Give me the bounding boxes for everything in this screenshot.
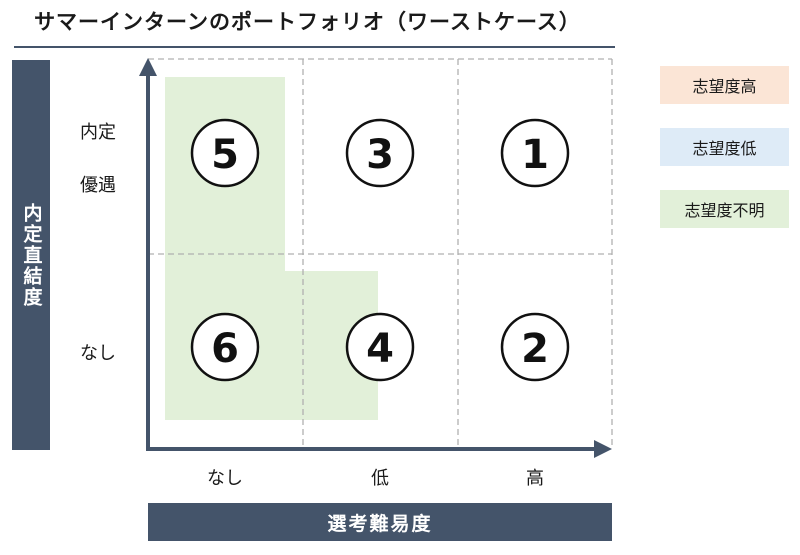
cell-5-circle bbox=[190, 118, 260, 188]
highlight-region bbox=[165, 77, 378, 420]
x-tick-high: 高 bbox=[526, 468, 544, 489]
cell-4-number: 4 bbox=[366, 326, 394, 372]
y-tick-naitei: 内定 bbox=[80, 122, 116, 143]
x-axis-arrow bbox=[594, 440, 612, 458]
legend-unknown-interest: 志望度不明 bbox=[660, 190, 789, 228]
cell-2-number: 2 bbox=[521, 326, 549, 372]
cell-1-circle bbox=[500, 118, 570, 188]
cell-3-number: 3 bbox=[366, 132, 394, 178]
y-tick-nashi: なし bbox=[80, 343, 116, 364]
cell-2-circle bbox=[500, 312, 570, 382]
legend-low-interest-label: 志望度低 bbox=[692, 139, 757, 158]
legend-high-interest: 志望度高 bbox=[660, 66, 789, 104]
cell-6-number: 6 bbox=[211, 326, 239, 372]
x-tick-low: 低 bbox=[371, 468, 389, 489]
x-tick-nashi: なし bbox=[207, 468, 243, 489]
cell-1-number: 1 bbox=[521, 132, 549, 178]
y-axis-title-bar: 内定直結度 bbox=[12, 60, 50, 450]
legend-high-interest-label: 志望度高 bbox=[692, 77, 757, 96]
y-axis-title: 内定直結度 bbox=[20, 202, 43, 308]
y-axis-arrow bbox=[139, 58, 157, 76]
legend-unknown-interest-label: 志望度不明 bbox=[684, 201, 765, 220]
grid-lines bbox=[148, 58, 613, 447]
axes bbox=[146, 72, 598, 451]
cell-4-circle bbox=[345, 312, 415, 382]
x-axis-title-bar: 選考難易度 bbox=[148, 503, 612, 541]
legend-low-interest: 志望度低 bbox=[660, 128, 789, 166]
x-axis-title: 選考難易度 bbox=[327, 512, 433, 535]
cell-3-circle bbox=[345, 118, 415, 188]
cell-6-circle bbox=[190, 312, 260, 382]
cell-5-number: 5 bbox=[211, 132, 239, 178]
title-divider bbox=[14, 46, 615, 48]
page-title: サマーインターンのポートフォリオ（ワーストケース） bbox=[34, 10, 581, 34]
y-tick-yuugu: 優遇 bbox=[80, 175, 116, 196]
